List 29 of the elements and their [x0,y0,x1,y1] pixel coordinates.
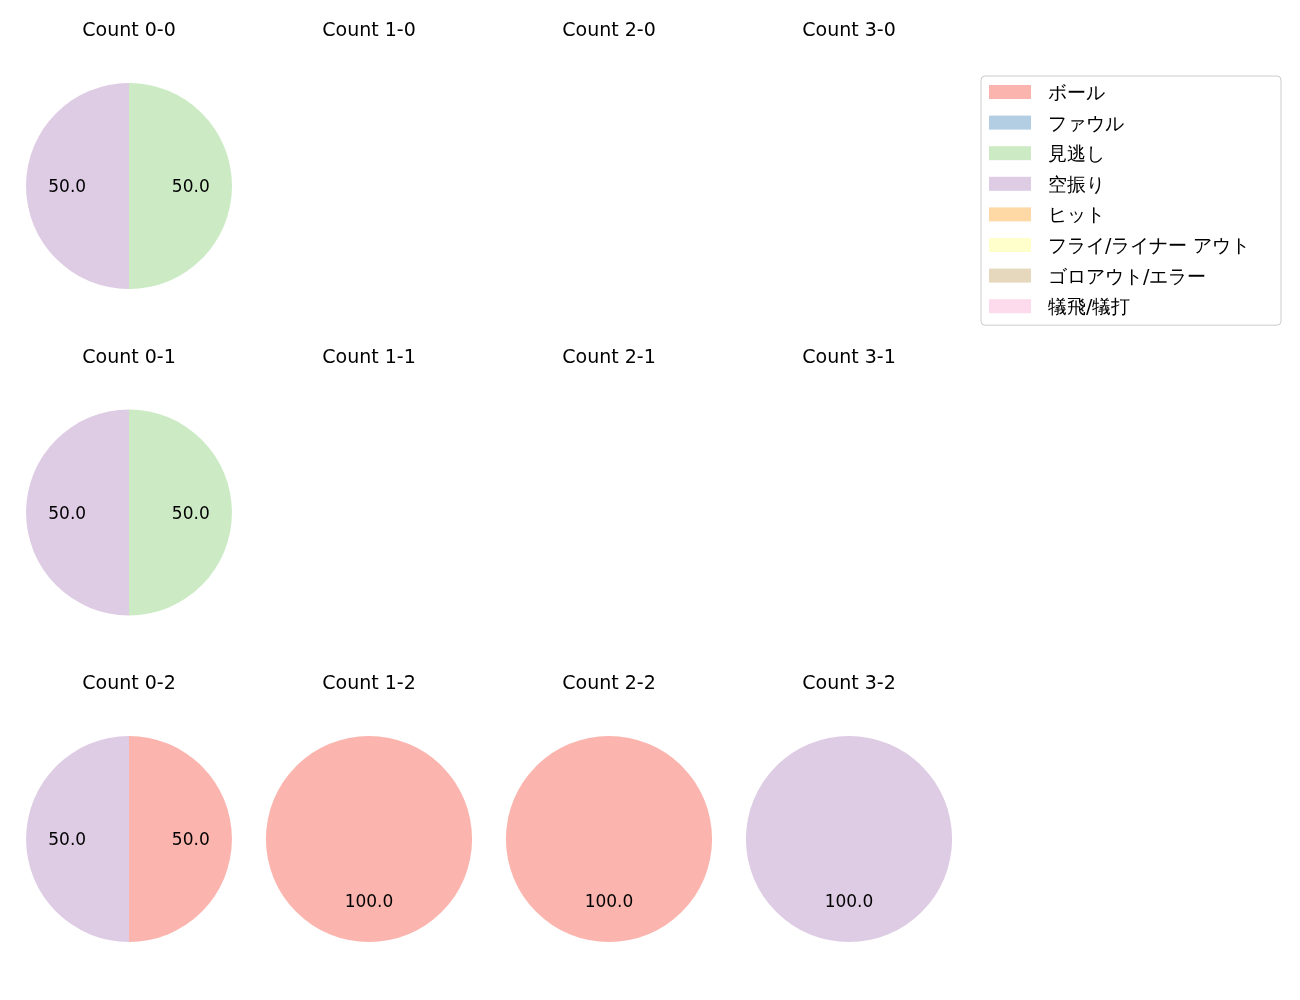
text: Count 1-1 [322,344,416,367]
legend-label: ゴロアウト/エラー [1048,264,1207,287]
data-label: 100.0 [344,890,394,911]
chart-title: Count 0-0 [82,18,176,40]
legend-label: ファウル [1048,111,1124,134]
legend-label: フライ/ライナー アウト [1048,234,1251,256]
legend-label: ボール [1048,81,1105,103]
data-label: 50.0 [48,829,87,849]
chart-title: Count 1-2 [322,671,416,693]
data-label: 100.0 [584,890,634,911]
legend-label: ヒット [1048,203,1105,226]
data-label: 50.0 [171,502,210,523]
chart-title: Count 0-2 [82,671,176,693]
chart-title: Count 3-2 [802,671,896,693]
data-label: 50.0 [48,502,87,523]
legend-label: 空振り [1048,172,1105,195]
data-label: 50.0 [48,176,87,196]
text: Count 2-1 [562,344,656,367]
data-label: 50.0 [171,829,210,849]
chart-title: Count 2-2 [562,671,656,693]
text: Count 3-0 [802,18,896,40]
chart-title: Count 0-1 [82,344,176,367]
text: Count 1-0 [322,18,416,40]
legend-label: 犠飛/犠打 [1048,295,1131,318]
text: Count 3-1 [802,344,896,367]
legend-label: 見逃し [1048,142,1105,165]
text: Count 2-0 [562,18,656,40]
data-label: 100.0 [824,890,874,911]
data-label: 50.0 [171,176,210,196]
